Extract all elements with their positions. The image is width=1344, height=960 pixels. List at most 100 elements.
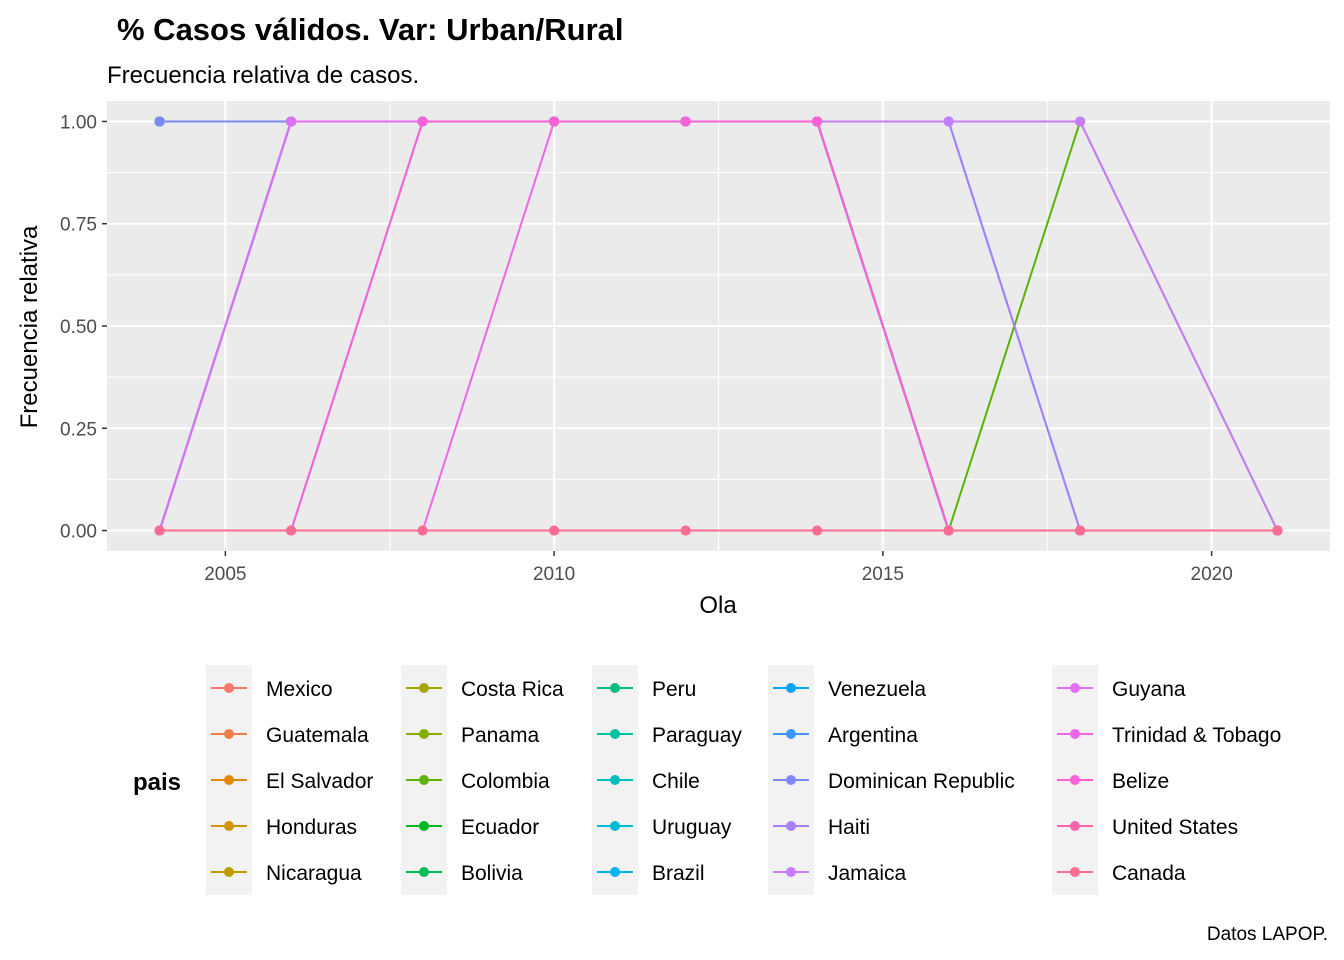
legend-title: pais [133,769,181,796]
x-tick-label: 2020 [1191,564,1233,585]
legend-item-paraguay: Paraguay [592,711,742,757]
series-point-dominican-republic [154,116,165,127]
legend-label-paraguay: Paraguay [652,724,742,747]
series-point-canada [680,525,691,536]
legend-key-point [786,683,796,693]
series-point-belize [812,116,823,127]
series-point-belize [549,116,560,127]
legend-label-canada: Canada [1112,862,1186,885]
legend-key-point [610,729,620,739]
legend-label-argentina: Argentina [828,724,918,747]
chart-subtitle: Frecuencia relativa de casos. [107,62,419,89]
legend-label-trinidad-tobago: Trinidad & Tobago [1112,724,1281,747]
x-tick-label: 2005 [204,564,246,585]
legend-item-el-salvador: El Salvador [206,757,373,803]
legend-item-venezuela: Venezuela [768,665,926,711]
y-tick-label: 0.75 [60,215,97,236]
x-tick-label: 2015 [862,564,904,585]
series-point-belize [680,116,691,127]
legend-key-point [786,775,796,785]
legend-item-guatemala: Guatemala [206,711,369,757]
legend-item-brazil: Brazil [592,849,705,895]
legend-label-guatemala: Guatemala [266,724,369,747]
chart-caption: Datos LAPOP. [1207,924,1328,945]
y-axis: 0.00 0.25 0.50 0.75 1.00 [60,112,107,543]
legend-item-dominican-republic: Dominican Republic [768,757,1015,803]
legend-label-guyana: Guyana [1112,678,1186,701]
x-tick-label: 2010 [533,564,575,585]
legend-label-jamaica: Jamaica [828,862,907,885]
legend-label-chile: Chile [652,770,700,793]
series-point-canada [549,525,560,536]
legend-key-point [419,775,429,785]
legend-label-mexico: Mexico [266,678,333,701]
y-tick-label: 0.00 [60,522,97,543]
legend-item-costa-rica: Costa Rica [401,665,564,711]
legend-key-point [1070,729,1080,739]
legend-label-uruguay: Uruguay [652,816,732,839]
legend-item-haiti: Haiti [768,803,870,849]
legend-item-honduras: Honduras [206,803,357,849]
legend-item-ecuador: Ecuador [401,803,539,849]
y-tick-label: 0.25 [60,419,97,440]
legend-key-point [224,867,234,877]
y-tick-label: 1.00 [60,112,97,133]
legend-item-bolivia: Bolivia [401,849,523,895]
series-point-canada [154,525,165,536]
legend-label-costa-rica: Costa Rica [461,678,564,701]
legend-key-point [610,867,620,877]
legend-item-nicaragua: Nicaragua [206,849,362,895]
legend-key-point [224,683,234,693]
legend-key-point [224,821,234,831]
legend-key-point [786,729,796,739]
legend-item-colombia: Colombia [401,757,550,803]
legend-key-point [610,683,620,693]
legend-item-canada: Canada [1052,849,1186,895]
series-point-canada [417,525,428,536]
y-tick-label: 0.50 [60,317,97,338]
legend-key-point [1070,867,1080,877]
legend-label-el-salvador: El Salvador [266,770,373,793]
legend-item-united-states: United States [1052,803,1238,849]
series-layer [154,116,1283,536]
legend-item-argentina: Argentina [768,711,918,757]
series-point-canada [286,525,297,536]
legend-key-point [419,729,429,739]
x-axis-title: Ola [699,592,737,619]
legend-label-colombia: Colombia [461,770,550,793]
series-point-canada [812,525,823,536]
legend-key-point [224,729,234,739]
legend-label-haiti: Haiti [828,816,870,839]
legend-key-point [1070,683,1080,693]
legend-key-point [419,821,429,831]
series-point-canada [1272,525,1283,536]
legend-key-point [610,821,620,831]
legend-item-jamaica: Jamaica [768,849,907,895]
legend-label-panama: Panama [461,724,540,747]
series-point-jamaica [1075,116,1086,127]
legend-item-mexico: Mexico [206,665,333,711]
legend-label-peru: Peru [652,678,696,701]
legend-label-honduras: Honduras [266,816,357,839]
legend-item-peru: Peru [592,665,696,711]
legend-item-belize: Belize [1052,757,1169,803]
legend-key-point [610,775,620,785]
legend-label-bolivia: Bolivia [461,862,523,885]
legend-item-guyana: Guyana [1052,665,1186,711]
legend-label-dominican-republic: Dominican Republic [828,770,1015,793]
legend-key-point [1070,821,1080,831]
series-point-jamaica [943,116,954,127]
legend-item-chile: Chile [592,757,700,803]
legend-key-point [419,683,429,693]
series-point-canada [1075,525,1086,536]
legend-key-point [786,821,796,831]
legend-label-brazil: Brazil [652,862,705,885]
legend-item-panama: Panama [401,711,540,757]
legend-label-belize: Belize [1112,770,1169,793]
legend-key-point [419,867,429,877]
series-point-guyana [286,116,297,127]
legend-key-point [1070,775,1080,785]
legend-item-trinidad-tobago: Trinidad & Tobago [1052,711,1281,757]
legend-label-united-states: United States [1112,816,1238,839]
